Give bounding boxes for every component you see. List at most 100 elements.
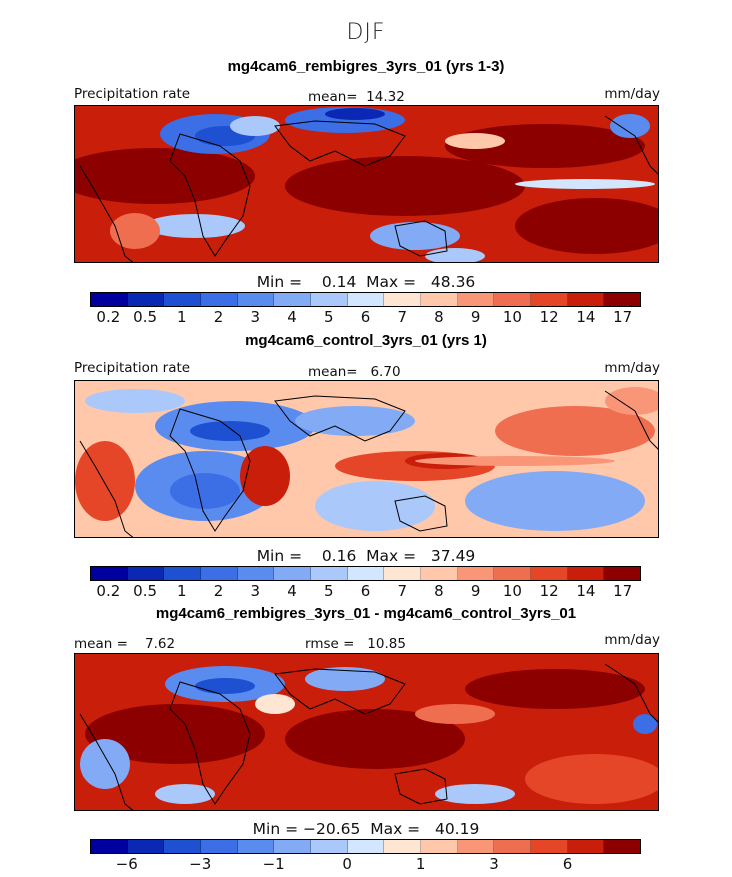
panel-3-map [74, 653, 659, 811]
panel-1-colorbar-ticks: 0.2 0.5 1 2 3 4 5 6 7 8 9 10 12 14 17 [90, 308, 641, 326]
colorbar-segment [201, 840, 238, 853]
colorbar-segment [274, 840, 312, 853]
colorbar-tick-label: 1 [177, 308, 187, 326]
colorbar-tick-label: 17 [613, 308, 633, 326]
colorbar-tick-label: 0.2 [96, 582, 121, 600]
colorbar-tick-label: 6 [562, 855, 573, 873]
colorbar-tick-label: 8 [434, 582, 444, 600]
colorbar-tick-label: 3 [250, 308, 261, 326]
colorbar-tick-label: 0 [342, 855, 352, 873]
colorbar-tick-label: −3 [189, 855, 212, 873]
colorbar-tick-label: 10 [502, 582, 522, 600]
colorbar-tick-label: 7 [397, 308, 407, 326]
colorbar-tick-label: 0.5 [133, 308, 158, 326]
panel-1-title: mg4cam6_rembigres_3yrs_01 (yrs 1-3) [227, 58, 505, 75]
colorbar-segment [384, 840, 422, 853]
colorbar-tick-label: 4 [287, 582, 297, 600]
colorbar-segment [494, 840, 532, 853]
colorbar-segment [457, 840, 495, 853]
colorbar-tick-label: 17 [613, 582, 633, 600]
colorbar-segment [311, 840, 348, 853]
panel-1-map [74, 105, 659, 263]
panel-3-map-field [75, 654, 658, 810]
colorbar-tick-label: 4 [287, 308, 297, 326]
colorbar-segment [164, 567, 202, 580]
panel-3-title: mg4cam6_rembigres_3yrs_01 - mg4cam6_cont… [155, 605, 577, 622]
colorbar-segment [274, 567, 312, 580]
panel-1-mean-label: mean= 14.32 [308, 89, 405, 105]
colorbar-tick-label: −1 [262, 855, 285, 873]
colorbar-segment [237, 567, 275, 580]
colorbar-tick-label: 0.5 [133, 582, 158, 600]
colorbar-tick-label: 0.2 [96, 308, 121, 326]
colorbar-segment [201, 293, 238, 306]
colorbar-segment [604, 840, 641, 853]
colorbar-segment [531, 293, 568, 306]
panel-3-rmse-label: rmse = 10.85 [305, 636, 406, 652]
panel-2-units: mm/day [604, 360, 660, 376]
colorbar-segment [127, 567, 165, 580]
colorbar-segment [531, 840, 568, 853]
colorbar-tick-label: 10 [502, 308, 522, 326]
colorbar-segment [567, 840, 605, 853]
colorbar-segment [421, 293, 458, 306]
colorbar-segment [311, 293, 348, 306]
colorbar-segment [494, 567, 532, 580]
panel-1-variable-label: Precipitation rate [74, 86, 191, 102]
colorbar-segment [311, 567, 348, 580]
panel-3-colorbar-ticks: −6 −3 −1 0 1 3 6 [90, 855, 641, 873]
colorbar-tick-label: 3 [250, 582, 261, 600]
colorbar-segment [494, 293, 532, 306]
colorbar-segment [421, 840, 458, 853]
colorbar-segment [384, 293, 422, 306]
colorbar-segment [91, 293, 128, 306]
colorbar-segment [421, 567, 458, 580]
colorbar-tick-label: 14 [576, 308, 596, 326]
colorbar-tick-label: 6 [360, 308, 371, 326]
panel-2-colorbar-ticks: 0.2 0.5 1 2 3 4 5 6 7 8 9 10 12 14 17 [90, 582, 641, 600]
colorbar-tick-label: −6 [115, 855, 138, 873]
colorbar-segment [164, 840, 202, 853]
colorbar-segment [567, 567, 605, 580]
colorbar-tick-label: 5 [323, 308, 334, 326]
colorbar-segment [457, 293, 495, 306]
colorbar-tick-label: 2 [213, 308, 224, 326]
colorbar-segment [127, 293, 165, 306]
colorbar-segment [164, 293, 202, 306]
colorbar-segment [347, 567, 385, 580]
panel-3-units: mm/day [604, 632, 660, 648]
colorbar-segment [274, 293, 312, 306]
panel-1-minmax: Min = 0.14 Max = 48.36 [256, 273, 476, 291]
colorbar-segment [201, 567, 238, 580]
colorbar-tick-label: 9 [470, 582, 481, 600]
colorbar-segment [531, 567, 568, 580]
colorbar-segment [91, 567, 128, 580]
colorbar-tick-label: 1 [415, 855, 426, 873]
colorbar-tick-label: 5 [323, 582, 334, 600]
colorbar-segment [457, 567, 495, 580]
panel-2-mean-label: mean= 6.70 [308, 364, 401, 380]
colorbar-segment [567, 293, 605, 306]
colorbar-tick-label: 12 [539, 308, 559, 326]
season-title: DJF [346, 20, 386, 45]
colorbar-segment [384, 567, 422, 580]
panel-3-mean-label: mean = 7.62 [74, 636, 176, 652]
panel-2-map [74, 380, 659, 538]
panel-2-title: mg4cam6_control_3yrs_01 (yrs 1) [245, 332, 487, 349]
colorbar-segment [604, 567, 641, 580]
panel-1-map-field [75, 106, 658, 262]
panel-2-minmax: Min = 0.16 Max = 37.49 [256, 547, 476, 565]
colorbar-tick-label: 1 [177, 582, 187, 600]
colorbar-tick-label: 3 [489, 855, 499, 873]
colorbar-segment [347, 840, 385, 853]
colorbar-tick-label: 8 [434, 308, 444, 326]
colorbar-segment [347, 293, 385, 306]
colorbar-segment [127, 840, 165, 853]
panel-3-minmax: Min = −20.65 Max = 40.19 [252, 820, 480, 838]
colorbar-tick-label: 14 [576, 582, 596, 600]
colorbar-segment [237, 840, 275, 853]
panel-1-colorbar [90, 292, 641, 307]
panel-2-colorbar [90, 566, 641, 581]
colorbar-tick-label: 9 [470, 308, 481, 326]
colorbar-segment [91, 840, 128, 853]
